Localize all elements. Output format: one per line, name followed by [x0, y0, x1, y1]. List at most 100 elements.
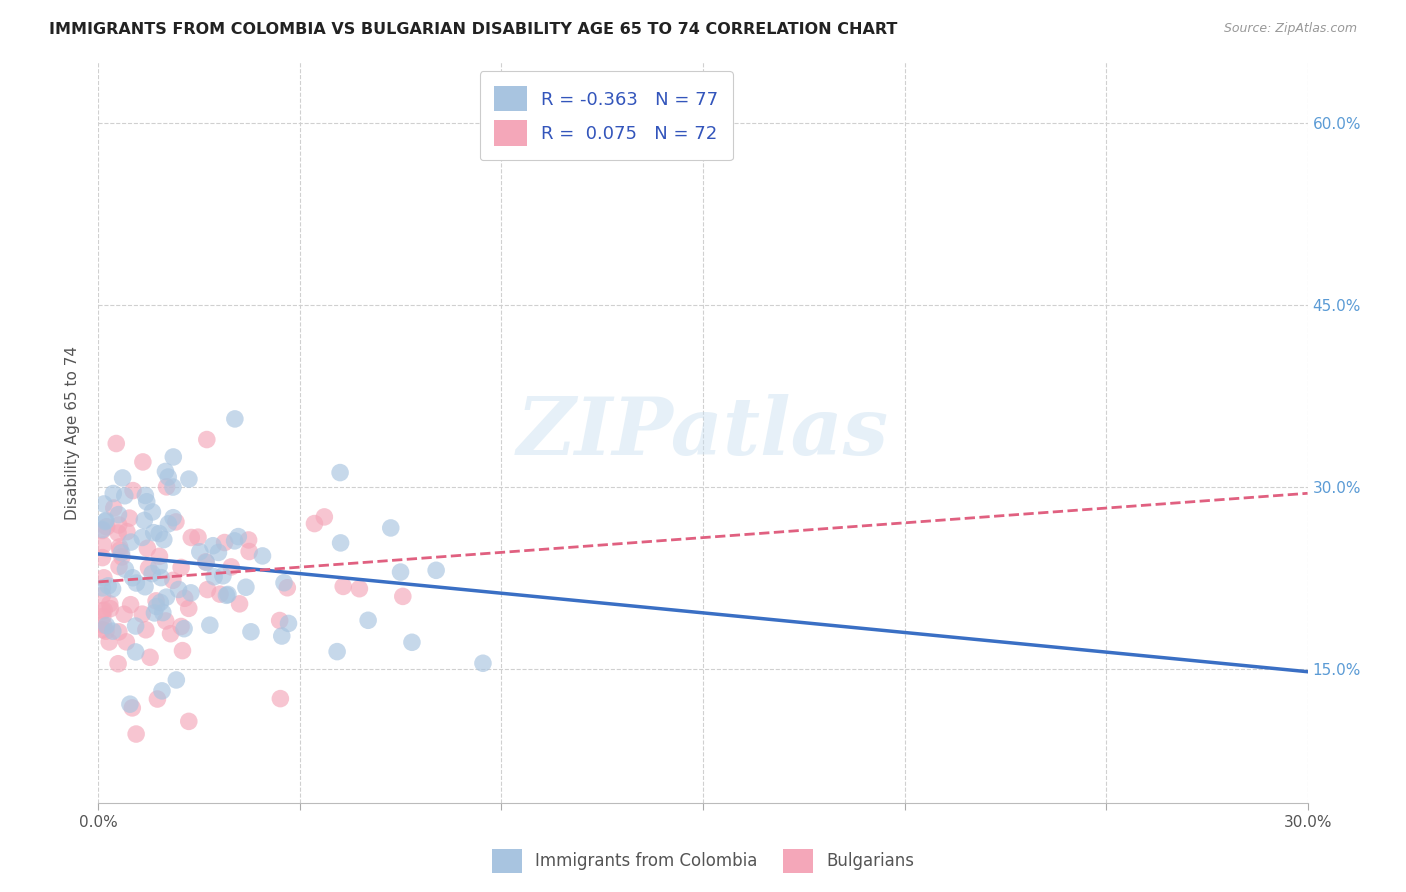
- Point: [172, 643, 194, 657]
- Point: [150, 571, 173, 585]
- Point: [91, 581, 114, 595]
- Point: [93, 497, 115, 511]
- Point: [135, 623, 157, 637]
- Point: [170, 560, 193, 574]
- Point: [329, 466, 352, 480]
- Point: [170, 619, 193, 633]
- Point: [120, 598, 142, 612]
- Point: [425, 563, 447, 577]
- Point: [380, 521, 402, 535]
- Point: [180, 586, 202, 600]
- Point: [111, 471, 134, 485]
- Point: [94, 624, 117, 639]
- Point: [391, 590, 413, 604]
- Point: [107, 526, 129, 541]
- Point: [273, 575, 295, 590]
- Point: [108, 543, 131, 558]
- Point: [314, 509, 336, 524]
- Point: [125, 727, 148, 741]
- Point: [134, 580, 156, 594]
- Point: [91, 589, 114, 603]
- Point: [207, 545, 229, 559]
- Point: [93, 571, 115, 585]
- Point: [165, 515, 187, 529]
- Point: [108, 540, 131, 554]
- Point: [269, 691, 291, 706]
- Point: [239, 624, 262, 639]
- Point: [195, 556, 218, 570]
- Point: [201, 539, 224, 553]
- Point: [107, 518, 129, 533]
- Point: [228, 597, 250, 611]
- Point: [93, 603, 115, 617]
- Point: [357, 613, 380, 627]
- Point: [173, 591, 195, 606]
- Point: [91, 623, 114, 637]
- Point: [150, 684, 173, 698]
- Point: [136, 541, 159, 556]
- Point: [112, 607, 135, 622]
- Point: [94, 513, 117, 527]
- Point: [131, 607, 153, 621]
- Point: [118, 511, 141, 525]
- Point: [197, 582, 219, 597]
- Point: [148, 549, 170, 564]
- Point: [97, 579, 120, 593]
- Point: [148, 559, 170, 574]
- Point: [389, 565, 412, 579]
- Point: [98, 635, 121, 649]
- Point: [155, 480, 177, 494]
- Point: [139, 650, 162, 665]
- Point: [122, 483, 145, 498]
- Point: [208, 587, 231, 601]
- Point: [165, 673, 187, 687]
- Point: [111, 549, 134, 564]
- Point: [135, 494, 157, 508]
- Point: [146, 692, 169, 706]
- Y-axis label: Disability Age 65 to 74: Disability Age 65 to 74: [65, 345, 80, 520]
- Point: [238, 533, 260, 547]
- Point: [155, 465, 177, 479]
- Point: [162, 510, 184, 524]
- Point: [107, 508, 129, 522]
- Point: [252, 549, 274, 563]
- Point: [226, 530, 249, 544]
- Point: [277, 616, 299, 631]
- Point: [177, 472, 200, 486]
- Point: [108, 559, 131, 574]
- Point: [134, 513, 156, 527]
- Point: [148, 526, 170, 541]
- Point: [329, 536, 352, 550]
- Point: [349, 582, 371, 596]
- Legend: Immigrants from Colombia, Bulgarians: Immigrants from Colombia, Bulgarians: [485, 842, 921, 880]
- Point: [103, 501, 125, 516]
- Point: [145, 599, 167, 614]
- Point: [219, 560, 242, 574]
- Point: [143, 606, 166, 620]
- Point: [159, 626, 181, 640]
- Point: [217, 587, 239, 601]
- Point: [202, 570, 225, 584]
- Point: [162, 450, 184, 464]
- Point: [96, 618, 118, 632]
- Point: [180, 531, 202, 545]
- Point: [101, 624, 124, 639]
- Point: [124, 645, 146, 659]
- Point: [157, 470, 180, 484]
- Point: [173, 622, 195, 636]
- Point: [93, 618, 115, 632]
- Point: [212, 569, 235, 583]
- Point: [214, 535, 236, 549]
- Point: [91, 523, 114, 537]
- Point: [115, 524, 138, 539]
- Point: [157, 516, 180, 531]
- Point: [108, 624, 131, 639]
- Point: [235, 580, 257, 594]
- Point: [145, 594, 167, 608]
- Point: [152, 606, 174, 620]
- Point: [155, 614, 177, 628]
- Point: [276, 581, 298, 595]
- Point: [270, 629, 292, 643]
- Point: [198, 618, 221, 632]
- Point: [91, 609, 114, 624]
